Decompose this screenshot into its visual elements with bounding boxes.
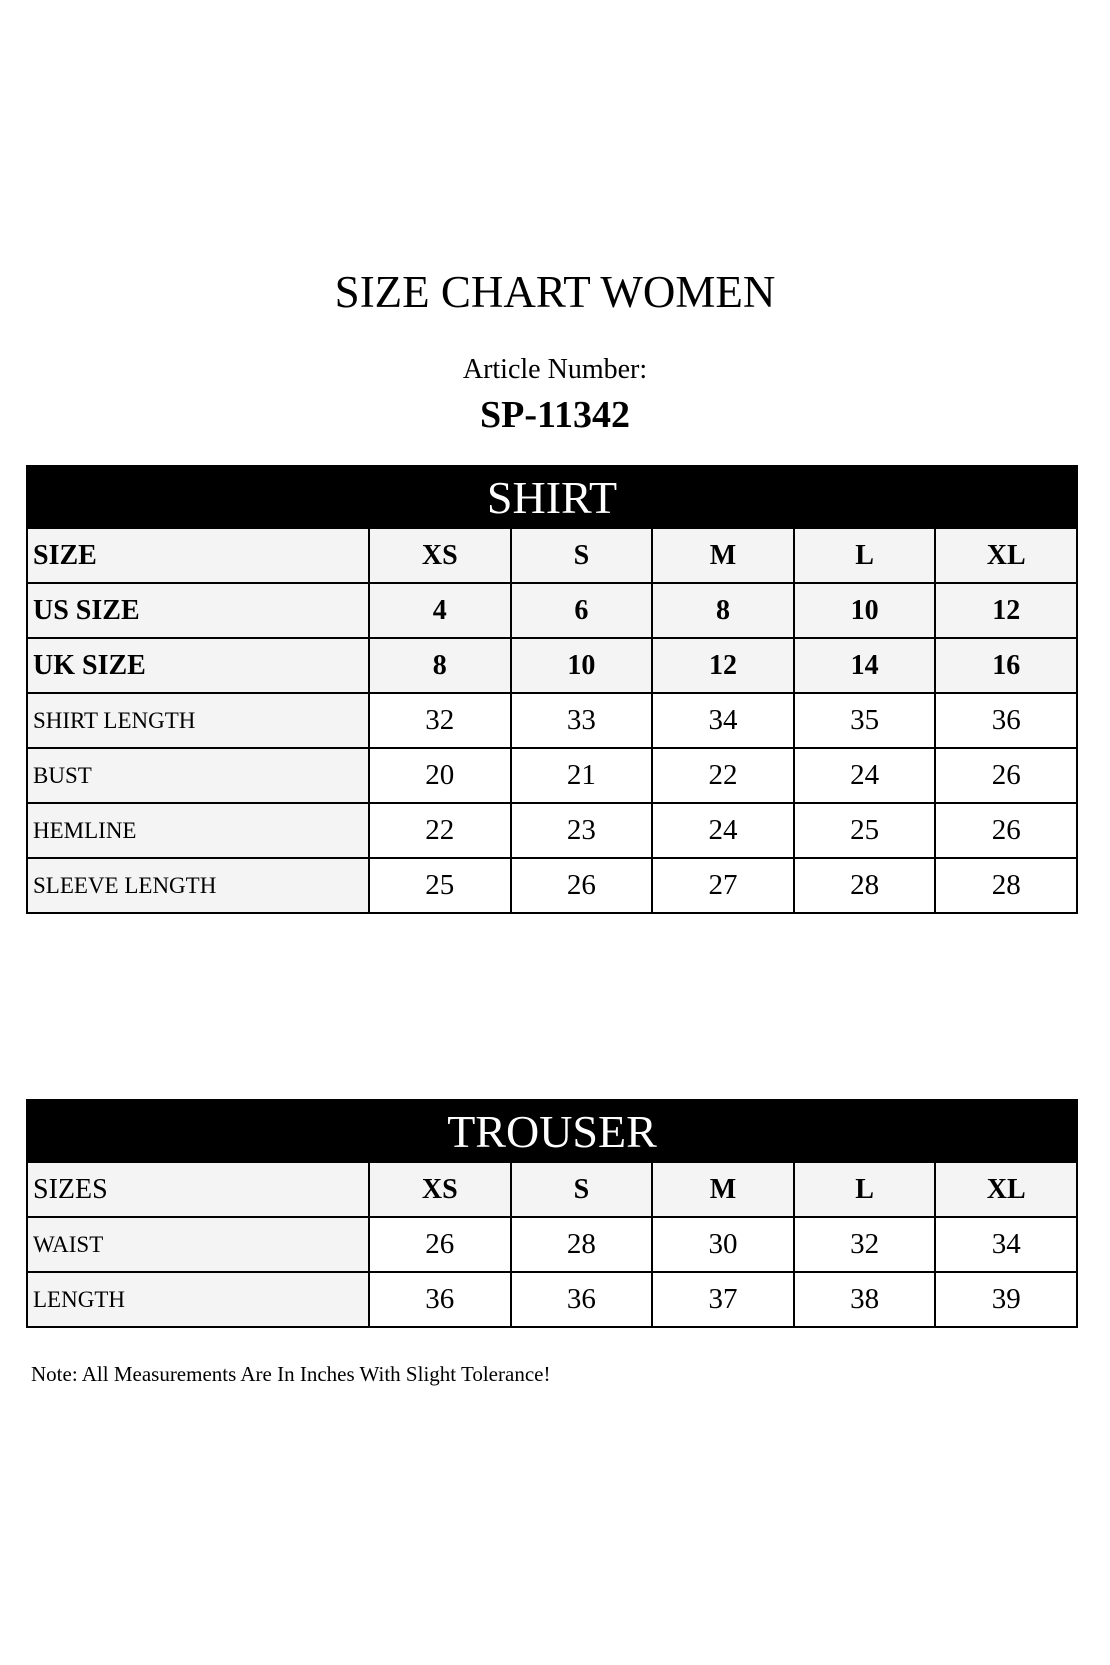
- table-cell: 27: [651, 857, 795, 914]
- table-row: SLEEVE LENGTH 25 26 27 28 28: [26, 857, 1078, 914]
- row-label: LENGTH: [26, 1271, 370, 1328]
- table-cell: 8: [651, 582, 795, 639]
- table-cell: 24: [792, 747, 937, 804]
- table-cell: 25: [792, 802, 937, 859]
- table-cell: 22: [651, 747, 795, 804]
- table-cell: 33: [509, 692, 654, 749]
- row-label: SHIRT LENGTH: [26, 692, 370, 749]
- table-cell: 4: [368, 582, 512, 639]
- table-cell: 39: [934, 1271, 1078, 1328]
- row-label: SLEEVE LENGTH: [26, 857, 370, 914]
- row-label: WAIST: [26, 1216, 370, 1273]
- page-title: SIZE CHART WOMEN: [334, 267, 776, 317]
- table-row: SIZE XS S M L XL: [26, 527, 1078, 584]
- table-cell: 34: [934, 1216, 1078, 1273]
- row-label: US SIZE: [26, 582, 370, 639]
- table-cell: 28: [792, 857, 937, 914]
- table-cell: 28: [934, 857, 1078, 914]
- shirt-heading: SHIRT: [26, 465, 1078, 529]
- row-label: HEMLINE: [26, 802, 370, 859]
- table-cell: 34: [651, 692, 795, 749]
- table-cell: M: [651, 1161, 795, 1218]
- table-cell: 6: [509, 582, 654, 639]
- table-cell: 21: [509, 747, 654, 804]
- table-cell: 24: [651, 802, 795, 859]
- table-cell: 30: [651, 1216, 795, 1273]
- table-row: SIZES XS S M L XL: [26, 1161, 1078, 1218]
- trouser-size-table: TROUSER SIZES XS S M L XL WAIST 26 28 30 32 34 LENGT…: [26, 1099, 1078, 1328]
- row-label: SIZES: [26, 1161, 370, 1218]
- table-cell: 14: [792, 637, 937, 694]
- table-cell: 26: [509, 857, 654, 914]
- table-cell: 22: [368, 802, 512, 859]
- article-number: SP-11342: [480, 394, 630, 436]
- table-cell: S: [509, 527, 654, 584]
- trouser-heading: TROUSER: [26, 1099, 1078, 1163]
- table-cell: XS: [368, 527, 512, 584]
- table-cell: L: [792, 527, 937, 584]
- shirt-size-table: SHIRT SIZE XS S M L XL US SIZE 4 6 8 10 12 UK SIZE 8 1…: [26, 465, 1078, 914]
- measurement-note: Note: All Measurements Are In Inches Wit…: [31, 1362, 551, 1386]
- table-cell: 25: [368, 857, 512, 914]
- table-cell: 36: [368, 1271, 512, 1328]
- table-cell: 26: [934, 747, 1078, 804]
- table-cell: L: [792, 1161, 937, 1218]
- table-cell: 32: [368, 692, 512, 749]
- table-cell: 35: [792, 692, 937, 749]
- row-label: SIZE: [26, 527, 370, 584]
- table-cell: 16: [934, 637, 1078, 694]
- table-cell: 26: [368, 1216, 512, 1273]
- table-cell: 20: [368, 747, 512, 804]
- table-cell: 10: [509, 637, 654, 694]
- table-row: UK SIZE 8 10 12 14 16: [26, 637, 1078, 694]
- table-cell: M: [651, 527, 795, 584]
- table-row: WAIST 26 28 30 32 34: [26, 1216, 1078, 1273]
- table-cell: 8: [368, 637, 512, 694]
- table-cell: 28: [509, 1216, 654, 1273]
- table-cell: XS: [368, 1161, 512, 1218]
- table-cell: 26: [934, 802, 1078, 859]
- table-cell: XL: [934, 527, 1078, 584]
- table-row: BUST 20 21 22 24 26: [26, 747, 1078, 804]
- table-cell: S: [509, 1161, 654, 1218]
- table-cell: 12: [934, 582, 1078, 639]
- table-cell: 12: [651, 637, 795, 694]
- table-cell: 37: [651, 1271, 795, 1328]
- table-cell: XL: [934, 1161, 1078, 1218]
- row-label: BUST: [26, 747, 370, 804]
- table-cell: 10: [792, 582, 937, 639]
- table-cell: 36: [509, 1271, 654, 1328]
- table-row: LENGTH 36 36 37 38 39: [26, 1271, 1078, 1328]
- table-row: SHIRT LENGTH 32 33 34 35 36: [26, 692, 1078, 749]
- table-row: US SIZE 4 6 8 10 12: [26, 582, 1078, 639]
- table-row: HEMLINE 22 23 24 25 26: [26, 802, 1078, 859]
- table-cell: 38: [792, 1271, 937, 1328]
- table-cell: 36: [934, 692, 1078, 749]
- article-number-label: Article Number:: [462, 354, 648, 385]
- table-cell: 23: [509, 802, 654, 859]
- table-cell: 32: [792, 1216, 937, 1273]
- row-label: UK SIZE: [26, 637, 370, 694]
